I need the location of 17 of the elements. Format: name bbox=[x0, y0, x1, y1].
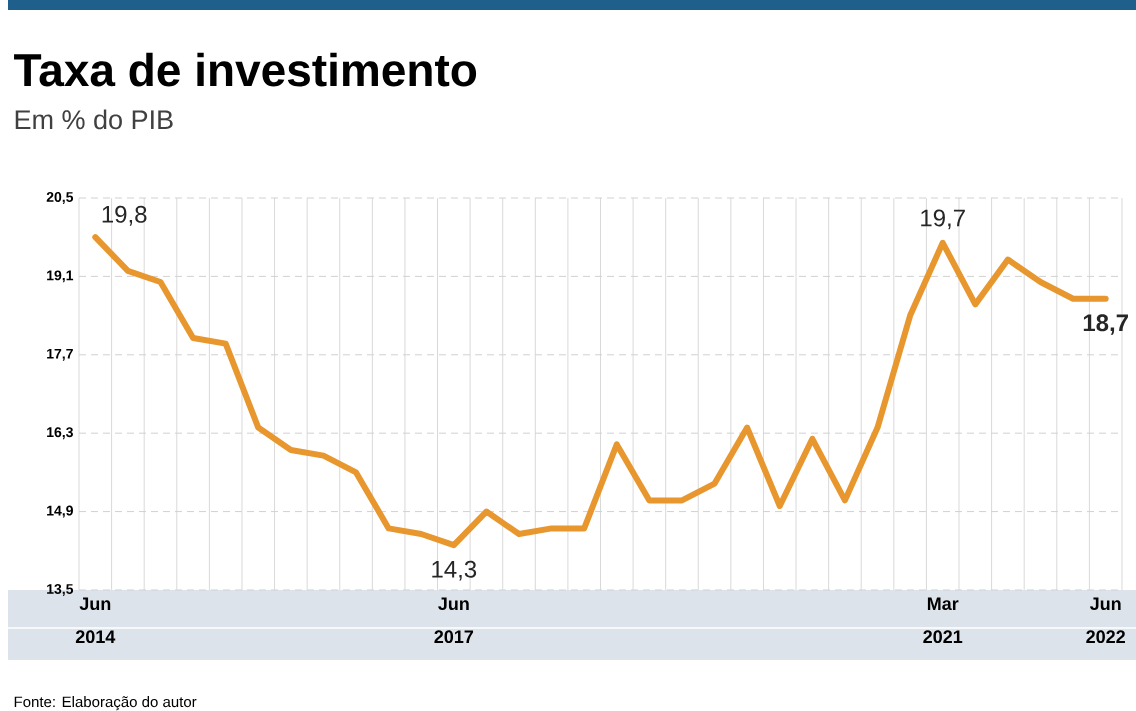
chart-subtitle: Em % do PIB bbox=[15, 109, 173, 130]
x-tick-label: Jun 2022 bbox=[1086, 597, 1125, 644]
data-label: 14,3 bbox=[432, 560, 477, 581]
data-label: 18,7 bbox=[1083, 314, 1128, 335]
x-tick-label: Mar 2021 bbox=[923, 597, 963, 644]
data-label: 19,8 bbox=[102, 205, 147, 226]
x-tick-label: Jun 2014 bbox=[75, 597, 116, 644]
y-tick-label: 19,1 bbox=[47, 270, 74, 283]
x-tick-label: Jun 2017 bbox=[434, 597, 474, 644]
y-tick-label: 17,7 bbox=[47, 348, 73, 361]
data-label: 19,7 bbox=[921, 209, 965, 230]
y-tick-label: 14,9 bbox=[47, 505, 73, 518]
chart-title: Taxa de investimento bbox=[14, 52, 477, 87]
y-tick-label: 13,5 bbox=[47, 584, 74, 596]
y-tick-label: 20,5 bbox=[46, 192, 74, 204]
y-tick-label: 16,3 bbox=[47, 427, 73, 440]
source-note: Fonte: Elaboração do autor bbox=[14, 696, 197, 711]
